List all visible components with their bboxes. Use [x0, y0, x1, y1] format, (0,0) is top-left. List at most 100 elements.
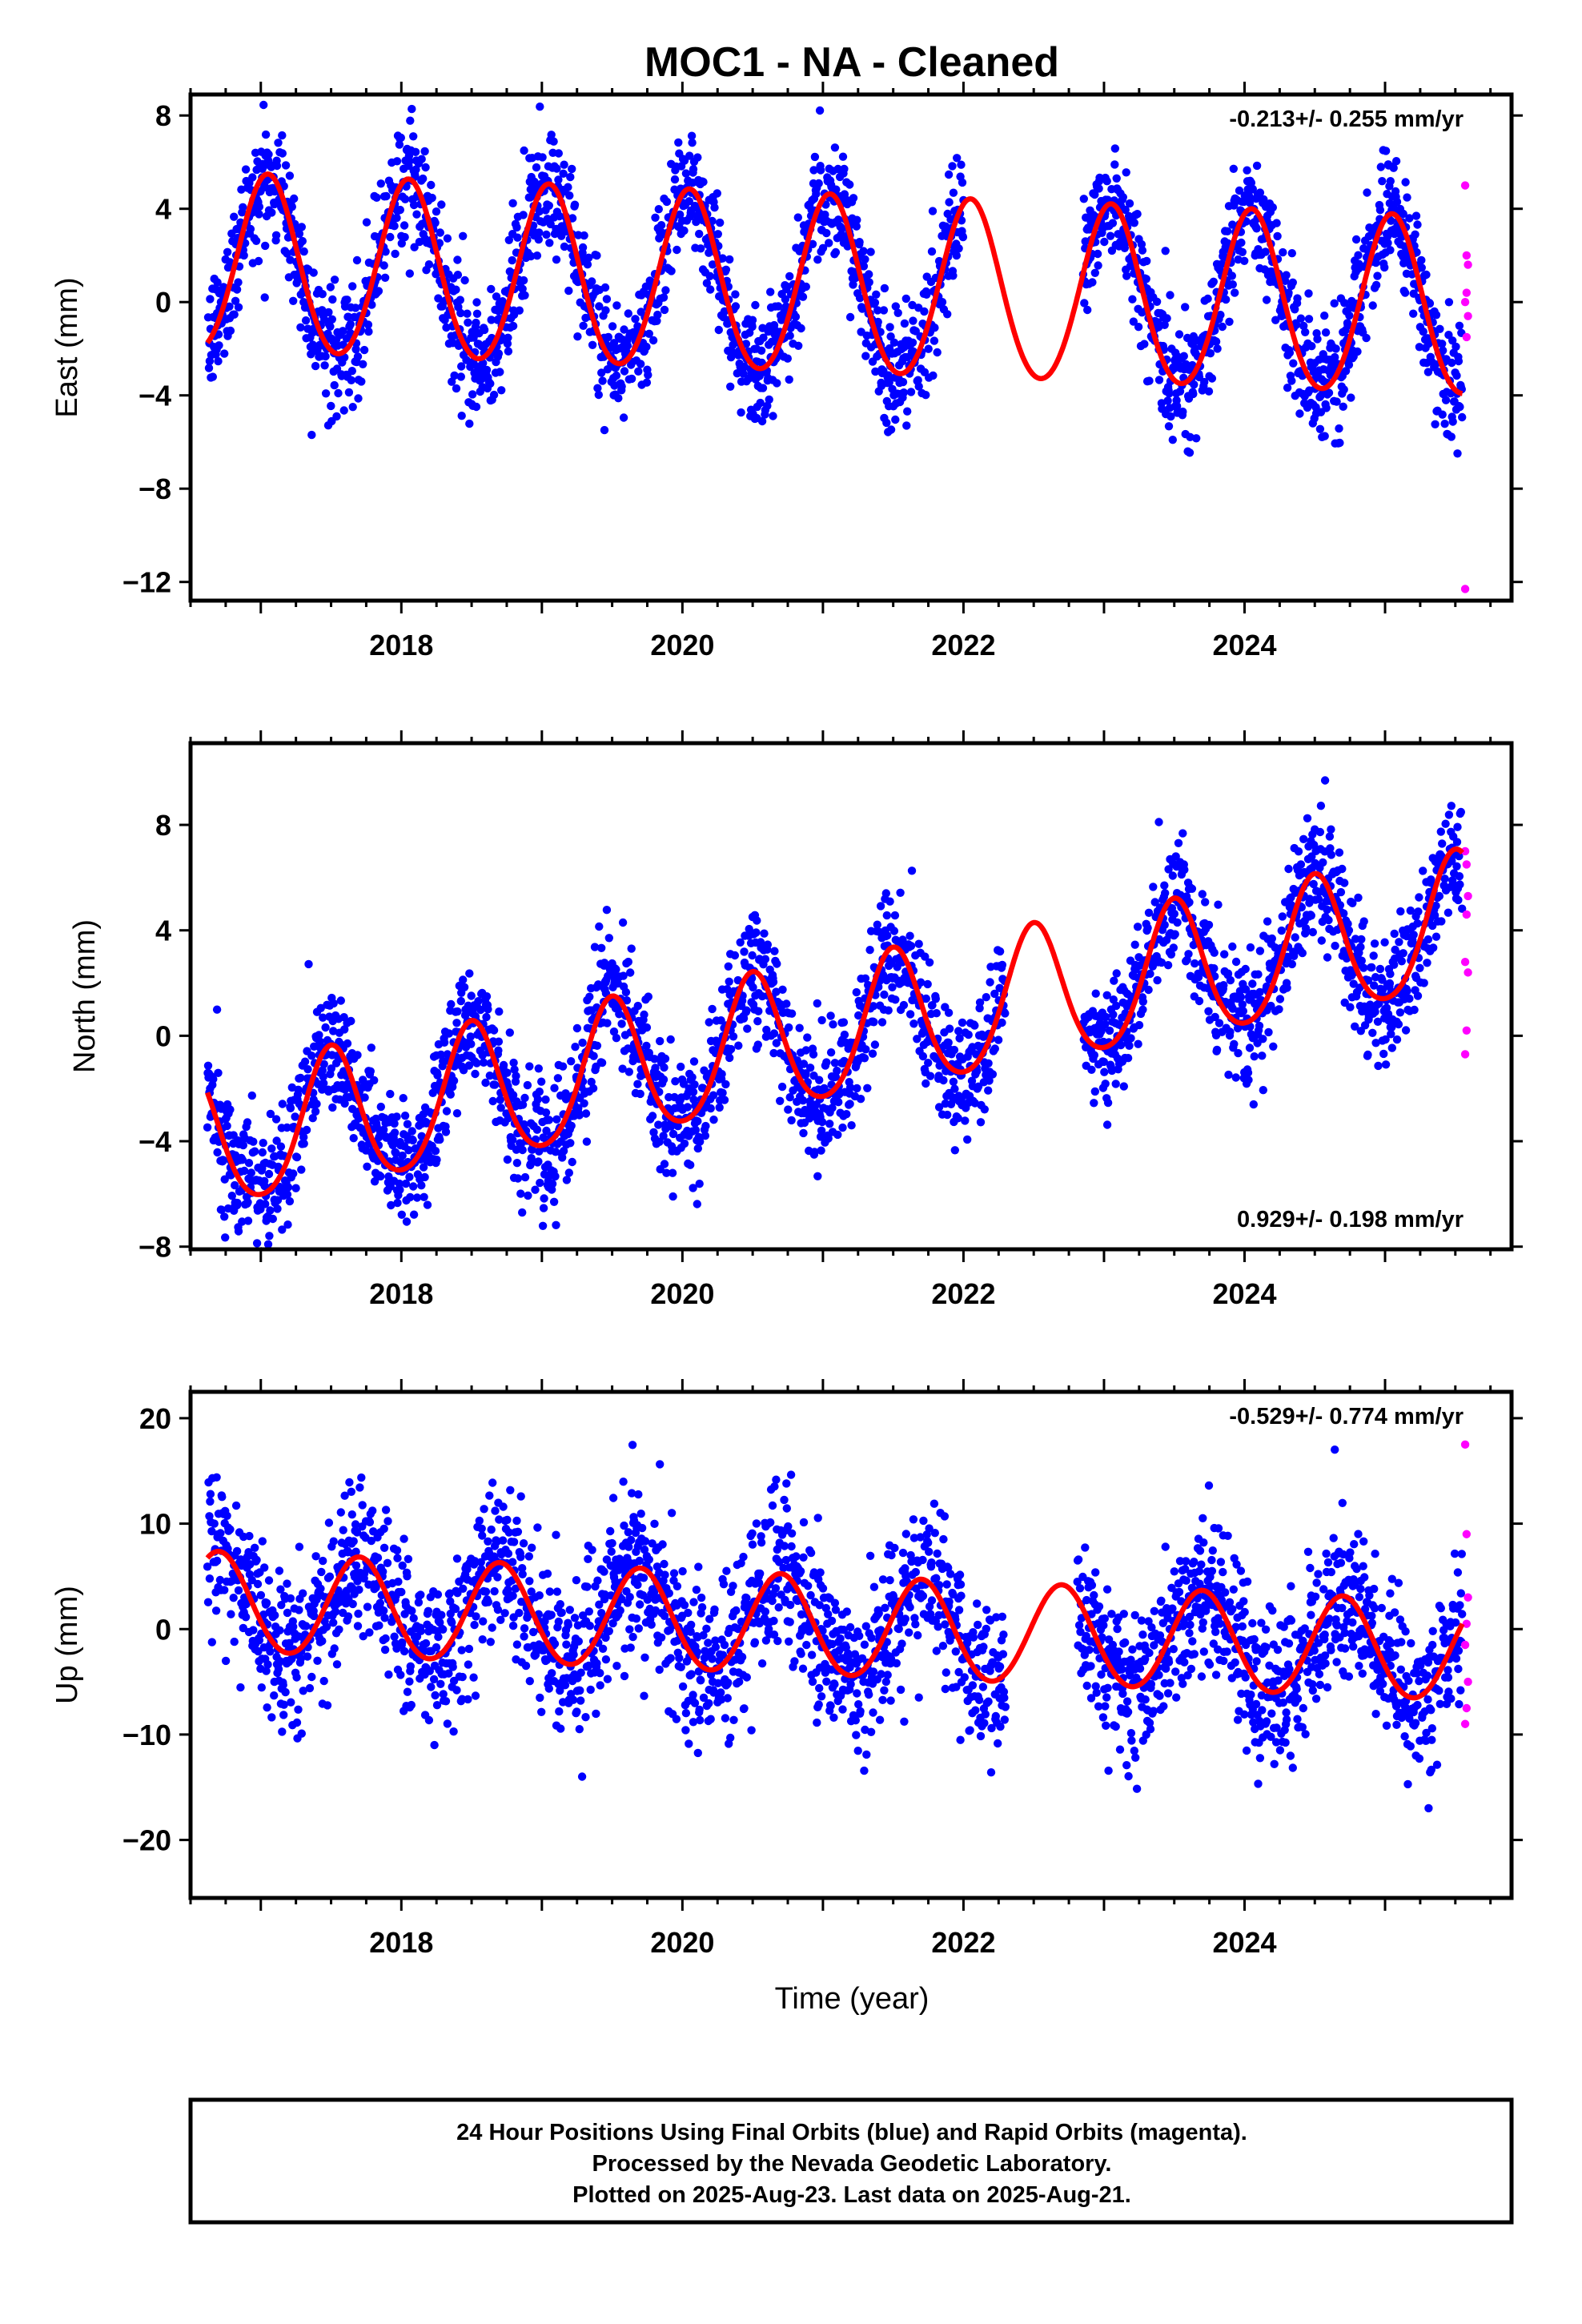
data-point — [899, 388, 909, 397]
data-point — [1444, 298, 1454, 307]
data-point — [681, 169, 691, 178]
data-point — [457, 362, 466, 371]
data-point — [520, 291, 529, 300]
data-point — [1103, 1098, 1113, 1108]
data-point — [243, 1198, 252, 1207]
data-point — [865, 278, 873, 287]
data-point — [689, 1088, 698, 1096]
data-point — [759, 333, 768, 342]
data-point — [683, 1103, 692, 1112]
data-point — [1210, 948, 1219, 957]
data-point — [1304, 289, 1313, 298]
data-point — [803, 1033, 812, 1042]
data-point — [1385, 979, 1395, 988]
data-point — [1414, 907, 1423, 916]
data-point — [408, 104, 416, 114]
data-point — [580, 231, 588, 240]
data-point — [367, 1043, 375, 1052]
data-point — [753, 1017, 762, 1026]
data-point — [1313, 335, 1322, 344]
data-point — [984, 1059, 993, 1068]
data-point — [207, 1638, 216, 1647]
data-point — [798, 292, 808, 301]
data-point — [1227, 271, 1237, 280]
data-point — [444, 1029, 454, 1038]
data-point — [1289, 359, 1298, 368]
data-point — [761, 955, 770, 963]
data-point — [1441, 819, 1450, 828]
data-point — [620, 367, 629, 376]
data-point — [447, 999, 456, 1009]
data-point — [765, 395, 773, 404]
data-point — [320, 361, 329, 370]
data-point — [1236, 992, 1246, 1002]
data-point — [412, 1193, 422, 1202]
data-point — [364, 327, 373, 336]
data-point — [230, 310, 239, 319]
data-point — [1094, 184, 1103, 193]
data-point — [405, 269, 414, 278]
north-y-axis-label: North (mm) — [68, 919, 102, 1073]
data-point — [918, 1051, 928, 1061]
north-y-ticks: 840−4−8 — [139, 809, 1523, 1264]
data-point — [211, 1606, 221, 1615]
data-point — [1427, 875, 1435, 884]
data-point — [642, 1023, 652, 1032]
data-point — [560, 160, 568, 169]
data-point — [653, 310, 662, 320]
data-point — [1399, 949, 1407, 958]
data-point — [595, 302, 604, 311]
data-point — [1186, 432, 1195, 441]
data-point — [776, 1096, 785, 1106]
data-point — [839, 1018, 849, 1027]
data-point — [909, 1019, 918, 1028]
rapid-point — [1462, 860, 1472, 869]
data-point — [271, 1269, 279, 1277]
data-point — [215, 341, 223, 350]
data-point — [1134, 1020, 1144, 1030]
data-point — [1130, 219, 1139, 227]
data-point — [1324, 388, 1334, 397]
data-point — [1090, 1087, 1100, 1096]
data-point — [1244, 1076, 1253, 1084]
data-point — [624, 957, 632, 967]
data-point — [1431, 932, 1441, 941]
data-point — [443, 1050, 452, 1059]
data-point — [1295, 409, 1304, 418]
data-point — [527, 1154, 536, 1163]
data-point — [555, 211, 564, 221]
data-point — [600, 425, 609, 435]
data-point — [1165, 389, 1174, 398]
data-point — [209, 1075, 218, 1084]
data-point — [549, 1197, 559, 1207]
data-point — [359, 360, 367, 368]
data-point — [304, 959, 313, 969]
data-point — [214, 356, 223, 366]
data-point — [1443, 908, 1453, 917]
data-point — [1279, 247, 1287, 257]
data-point — [813, 1172, 822, 1181]
data-point — [494, 349, 504, 358]
data-point — [564, 183, 572, 191]
data-point — [1160, 920, 1169, 930]
data-point — [602, 295, 612, 304]
data-point — [1093, 249, 1102, 259]
data-point — [777, 316, 786, 324]
data-point — [428, 1088, 437, 1098]
y-tick-label: 0 — [155, 286, 171, 319]
data-point — [883, 931, 892, 940]
data-point — [1254, 970, 1263, 979]
data-point — [619, 971, 628, 980]
data-point — [347, 367, 356, 376]
data-point — [347, 1016, 355, 1026]
data-point — [627, 944, 636, 953]
data-point — [1200, 377, 1209, 387]
data-point — [758, 384, 768, 392]
figure-title: MOC1 - NA - Cleaned — [644, 39, 1059, 86]
north-rapid-points — [1460, 846, 1472, 1059]
data-point — [693, 1144, 702, 1153]
data-point — [1204, 1007, 1213, 1016]
data-point — [533, 1095, 543, 1104]
data-point — [1263, 917, 1272, 926]
data-point — [680, 1139, 689, 1148]
